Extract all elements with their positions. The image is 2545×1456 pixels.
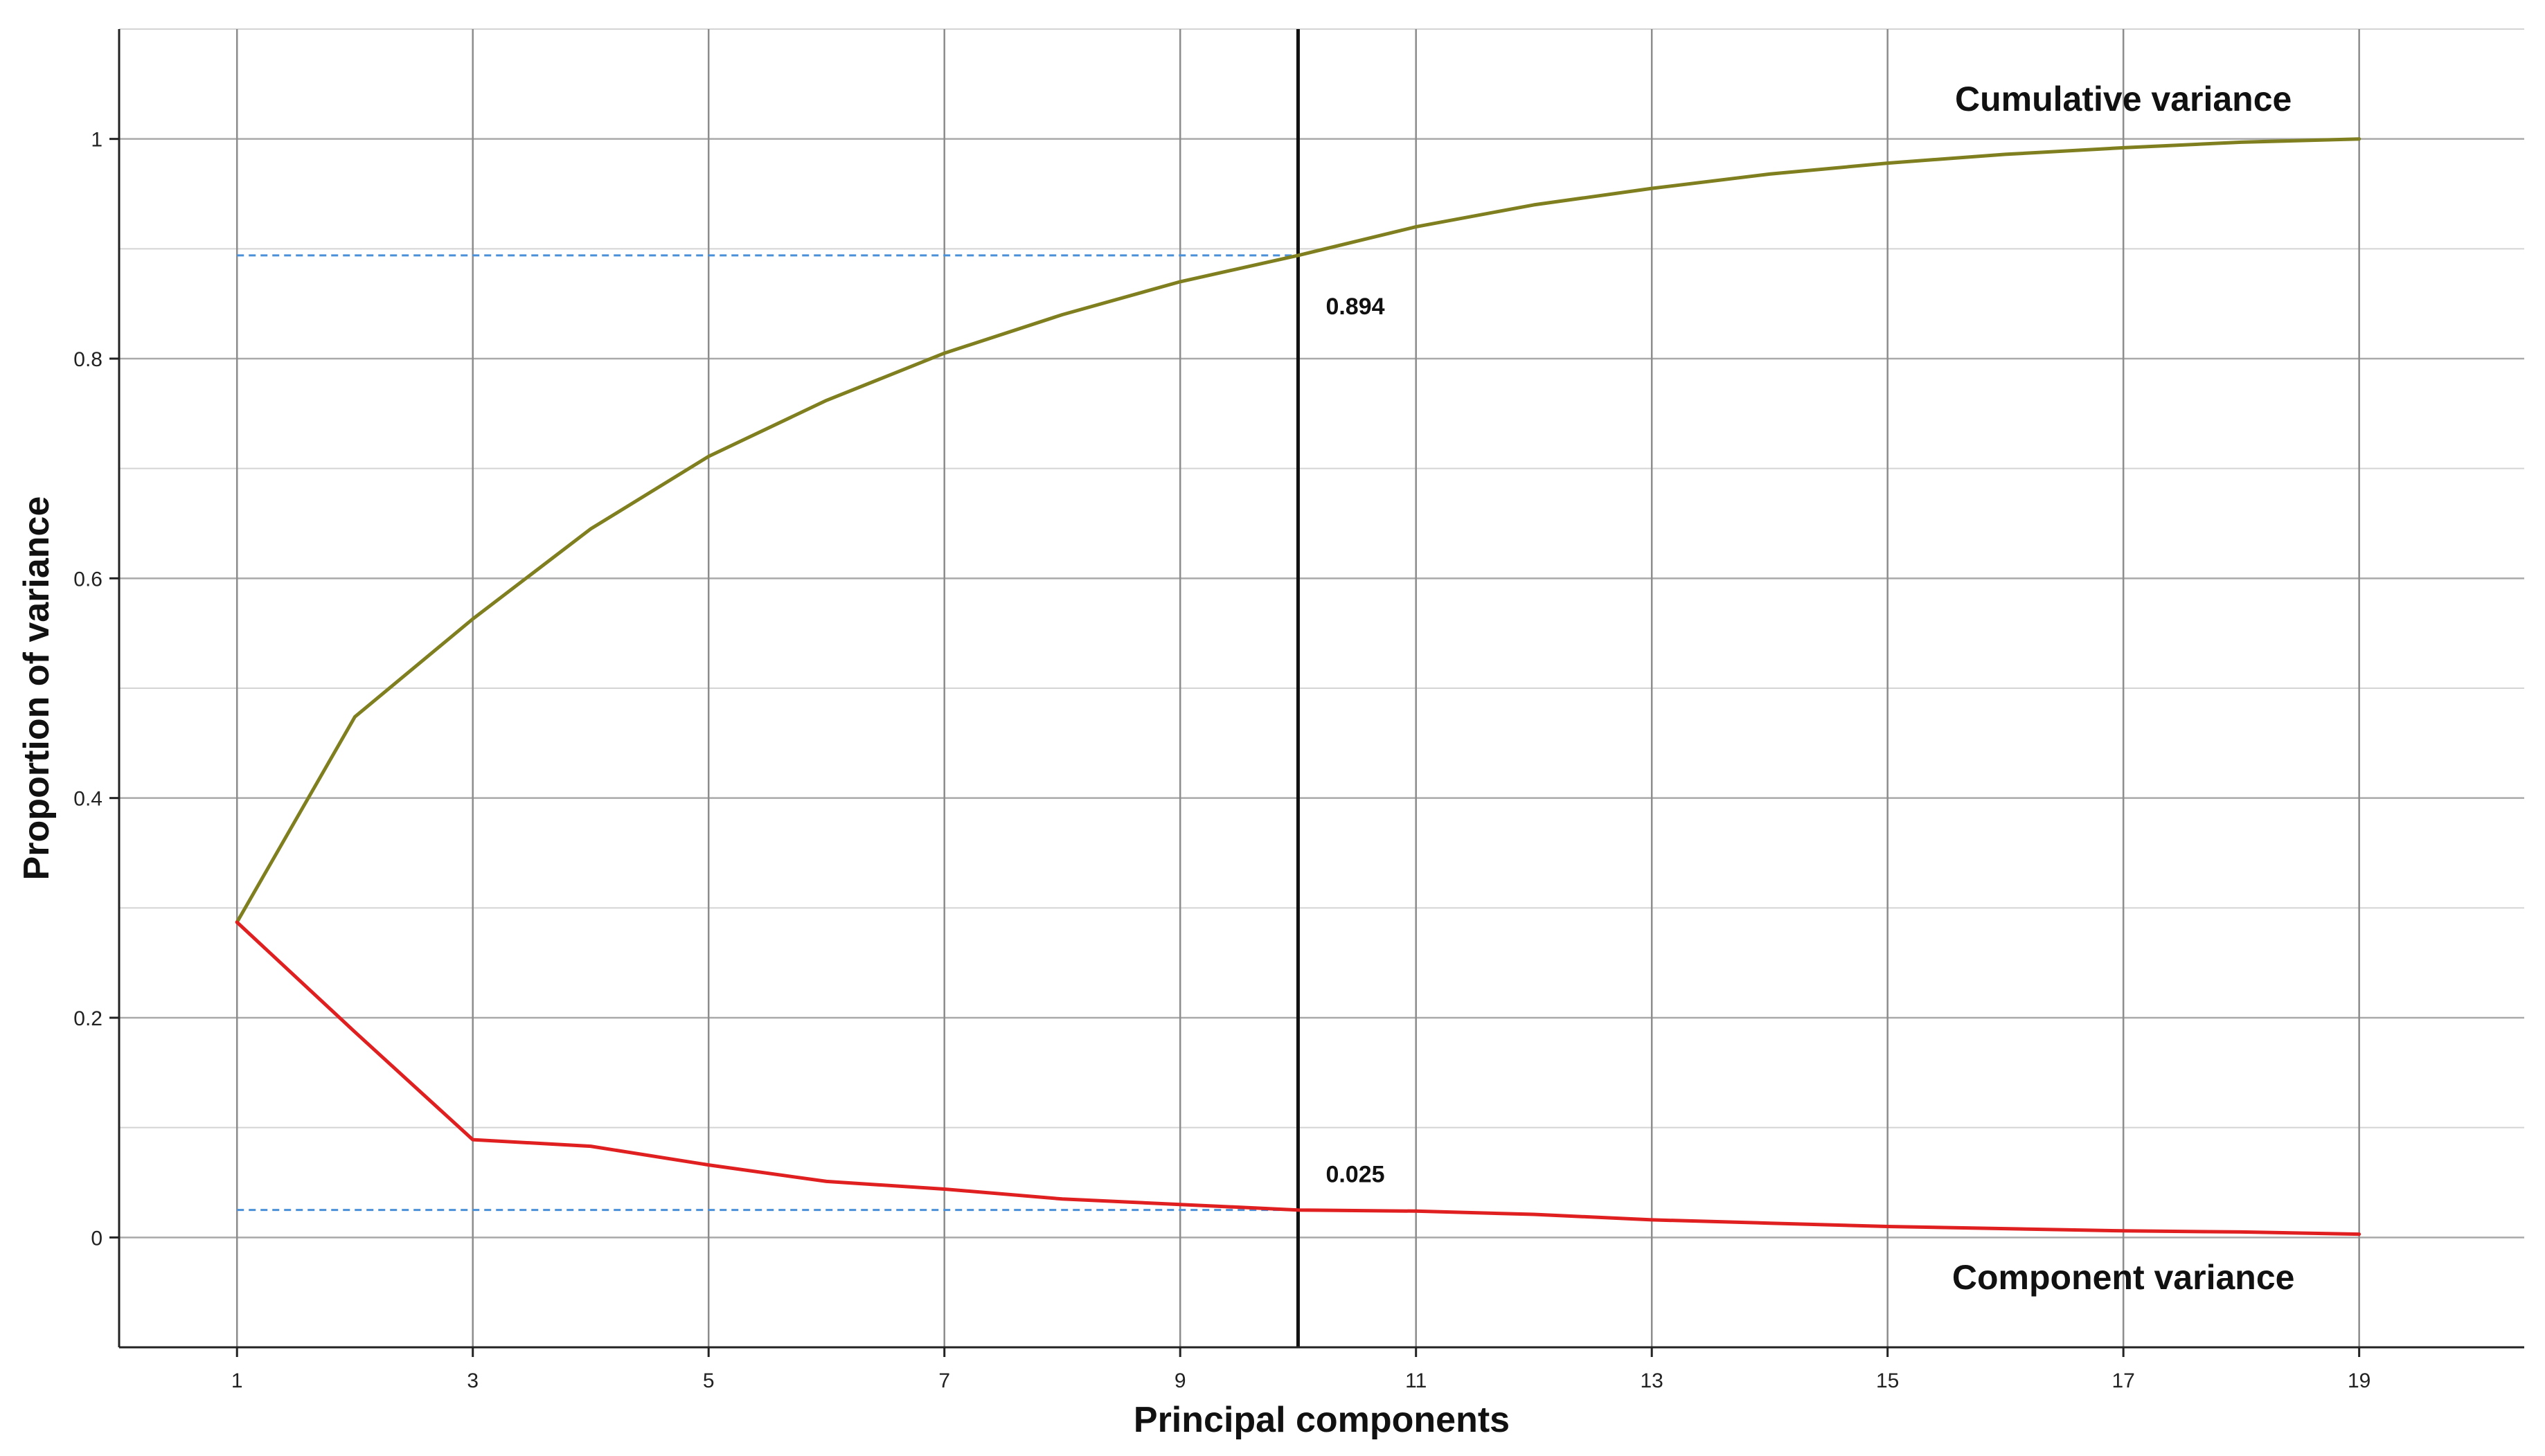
series-line-1 [235,920,2361,1237]
x-tick-label: 7 [938,1369,950,1392]
x-tick-label: 5 [703,1369,715,1392]
x-tick-label: 15 [1876,1369,1899,1392]
x-tick-label: 3 [467,1369,479,1392]
x-axis-title: Principal components [1134,1400,1510,1440]
reference-lines [237,254,1298,1212]
y-tick-label: 1 [91,129,102,152]
x-tick-label: 17 [2111,1369,2134,1392]
series-line-0 [235,137,2361,924]
series-label-cumulative-variance: Cumulative variance [1955,80,2292,118]
series-lines [235,137,2361,1237]
y-axis-title: Proportion of variance [17,496,57,881]
annotation-cumulative-value: 0.894 [1325,294,1384,320]
grid [119,28,2524,1348]
y-tick-label: 0.2 [73,1007,102,1030]
x-tick-label: 19 [2348,1369,2370,1392]
x-tick-label: 1 [231,1369,243,1392]
y-tick-label: 0 [91,1227,102,1250]
x-tick-label: 9 [1175,1369,1186,1392]
y-tick-label: 0.8 [73,348,102,371]
series-label-component-variance: Component variance [1952,1258,2295,1297]
x-tick-label: 13 [1640,1369,1663,1392]
y-tick-label: 0.6 [73,568,102,591]
x-tick-label: 11 [1405,1369,1427,1392]
y-tick-label: 0.4 [73,788,102,811]
annotation-component-value: 0.025 [1325,1162,1384,1188]
